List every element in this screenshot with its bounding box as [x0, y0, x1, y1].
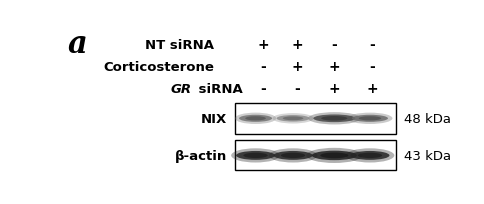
Ellipse shape — [235, 113, 276, 124]
Ellipse shape — [358, 153, 382, 158]
Ellipse shape — [272, 114, 314, 124]
Text: +: + — [366, 82, 378, 96]
Bar — [235, 103, 396, 134]
Ellipse shape — [346, 149, 394, 163]
Ellipse shape — [350, 151, 390, 160]
Text: NT siRNA: NT siRNA — [145, 38, 214, 51]
Ellipse shape — [281, 153, 305, 158]
Ellipse shape — [245, 117, 266, 121]
Text: -: - — [369, 38, 375, 52]
Text: +: + — [291, 60, 302, 74]
Ellipse shape — [231, 149, 280, 163]
Ellipse shape — [276, 115, 310, 122]
Ellipse shape — [239, 115, 272, 122]
Text: -: - — [294, 82, 300, 96]
Ellipse shape — [348, 113, 393, 124]
Text: +: + — [329, 82, 340, 96]
Ellipse shape — [312, 151, 357, 160]
Ellipse shape — [273, 151, 313, 160]
Ellipse shape — [321, 116, 348, 121]
Ellipse shape — [306, 148, 363, 163]
Text: 48 kDa: 48 kDa — [404, 112, 451, 125]
Text: 43 kDa: 43 kDa — [404, 149, 451, 162]
Ellipse shape — [269, 149, 318, 163]
Text: NIX: NIX — [201, 112, 227, 125]
Text: a: a — [68, 29, 88, 60]
Text: +: + — [291, 38, 302, 52]
Ellipse shape — [359, 117, 381, 121]
Text: β-actin: β-actin — [175, 149, 227, 162]
Text: Corticosterone: Corticosterone — [104, 60, 214, 73]
Text: -: - — [260, 60, 266, 74]
Ellipse shape — [320, 153, 348, 159]
Ellipse shape — [236, 151, 275, 160]
Ellipse shape — [283, 117, 303, 121]
Ellipse shape — [313, 115, 355, 123]
Text: GR: GR — [171, 82, 192, 95]
Text: -: - — [332, 38, 337, 52]
Text: -: - — [260, 82, 266, 96]
Ellipse shape — [243, 153, 268, 158]
Text: +: + — [329, 60, 340, 74]
Text: +: + — [257, 38, 269, 52]
Ellipse shape — [352, 115, 388, 122]
Ellipse shape — [308, 113, 361, 125]
Text: -: - — [369, 60, 375, 74]
Bar — [235, 141, 396, 171]
Text: siRNA: siRNA — [194, 82, 242, 95]
